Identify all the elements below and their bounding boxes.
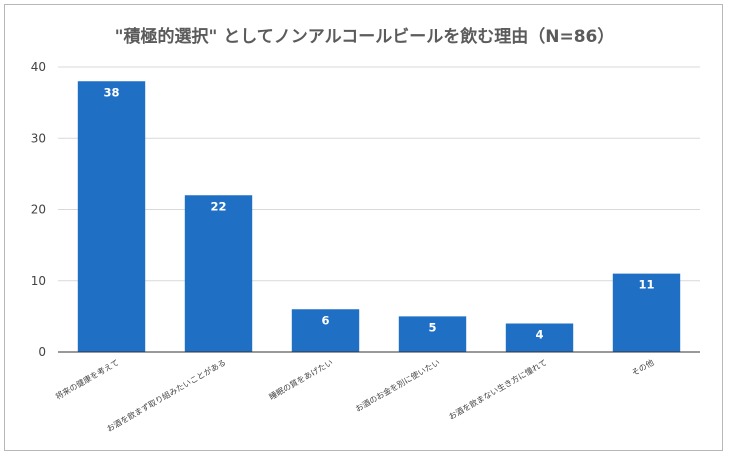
bar (77, 81, 146, 352)
x-tick-label: 睡眠の質をあげたい (267, 357, 334, 402)
y-tick-label: 20 (31, 203, 46, 217)
x-tick-label: お酒のお金を別に使いたい (353, 357, 441, 414)
chart-title: "積極的選択" としてノンアルコールビールを飲む理由（N=86） (114, 27, 615, 47)
data-label: 6 (321, 313, 329, 327)
bar (398, 316, 467, 352)
bar (612, 273, 681, 352)
data-label: 22 (210, 199, 226, 213)
x-tick-label: その他 (630, 357, 656, 378)
data-label: 38 (103, 85, 119, 99)
y-tick-label: 40 (31, 60, 46, 74)
x-tick-label: お酒を飲まない生き方に憧れて (447, 357, 549, 422)
y-tick-label: 10 (31, 274, 46, 288)
bar (184, 195, 253, 352)
bar (291, 309, 360, 352)
y-tick-label: 0 (38, 345, 46, 359)
bar (505, 323, 574, 352)
data-label: 4 (535, 328, 543, 342)
y-tick-label: 30 (31, 131, 46, 145)
x-tick-label: お酒を飲まず取り組みたいことがある (105, 357, 228, 434)
data-label: 5 (428, 320, 436, 334)
x-tick-label: 将来の健康を考えて (53, 357, 120, 401)
data-label: 11 (638, 278, 654, 292)
